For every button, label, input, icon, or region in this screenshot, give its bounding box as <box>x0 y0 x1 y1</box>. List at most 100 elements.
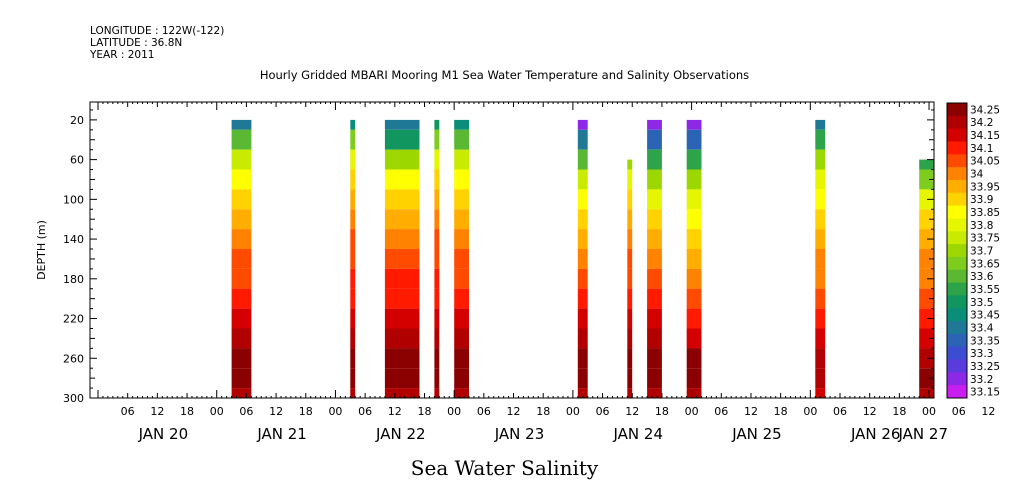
x-day-label: JAN 21 <box>256 425 307 443</box>
y-tick-label: 260 <box>63 352 84 365</box>
data-cell <box>454 119 469 130</box>
x-axis: 06 12 18 00 06 12 18 00 06 12 18 00 06 12 18 00 06 12 18 00… <box>97 102 995 443</box>
data-cell <box>577 209 588 230</box>
x-hour-label: 12 <box>625 405 639 418</box>
colorbar-swatch <box>947 115 967 130</box>
colorbar-swatch <box>947 359 967 373</box>
x-hour-label: 12 <box>507 405 521 418</box>
data-cell <box>647 149 662 170</box>
x-day-label: JAN 23 <box>494 425 545 443</box>
data-cell <box>815 249 826 269</box>
colorbar-label: 33.4 <box>970 323 994 335</box>
colorbar-label: 33.85 <box>970 207 1000 219</box>
colorbar-swatch <box>947 192 967 207</box>
x-hour-label: 18 <box>180 405 194 418</box>
x-hour-label: 06 <box>714 405 728 418</box>
x-hour-label: 12 <box>744 405 758 418</box>
data-cell <box>434 328 440 349</box>
data-cell <box>815 288 826 309</box>
data-cell <box>627 368 633 389</box>
colorbar: 34.2534.234.1534.134.053433.9533.933.853… <box>946 102 1000 399</box>
data-cell <box>454 169 469 190</box>
data-cell <box>627 268 633 289</box>
data-cell <box>434 368 440 389</box>
x-axis-title: Sea Water Salinity <box>410 456 599 480</box>
data-cell <box>815 169 826 190</box>
data-cell <box>231 249 252 269</box>
data-cell <box>686 119 702 130</box>
data-cell <box>577 189 588 210</box>
data-cell <box>454 288 469 309</box>
data-cell <box>686 368 702 389</box>
data-cell <box>454 209 469 230</box>
data-cell <box>577 388 588 398</box>
data-cell <box>384 209 420 230</box>
data-column-5 <box>454 119 469 398</box>
data-cell <box>577 149 588 170</box>
x-hour-label: 18 <box>892 405 906 418</box>
data-cell <box>434 149 440 170</box>
data-cell <box>350 348 356 369</box>
data-cell <box>815 149 826 170</box>
data-cell <box>454 368 469 389</box>
colorbar-swatch <box>947 256 967 271</box>
data-cell <box>231 388 252 398</box>
colorbar-label: 34 <box>970 169 984 181</box>
data-cell <box>919 189 934 210</box>
data-cell <box>384 189 420 210</box>
data-cell <box>919 288 934 309</box>
data-cell <box>686 328 702 349</box>
colorbar-swatch <box>947 231 967 245</box>
data-cell <box>686 308 702 329</box>
data-cell <box>686 288 702 309</box>
data-cell <box>384 249 420 269</box>
colorbar-label: 34.05 <box>970 156 1000 168</box>
data-cell <box>384 129 420 150</box>
y-axis: 20 60 100 140 180 220 260 300 DEPTH (m) <box>35 109 934 405</box>
colorbar-label: 33.45 <box>970 310 1000 322</box>
data-cell <box>350 149 356 170</box>
colorbar-swatch <box>947 269 967 283</box>
colorbar-label: 33.75 <box>970 233 1000 245</box>
colorbar-swatch <box>947 282 967 296</box>
data-column-1 <box>231 119 252 398</box>
data-cell <box>434 189 440 210</box>
data-cell <box>627 328 633 349</box>
data-cell <box>350 368 356 389</box>
data-cell <box>454 388 469 398</box>
data-cell <box>577 229 588 249</box>
data-cell <box>919 169 934 190</box>
data-cell <box>647 189 662 210</box>
data-cell <box>647 288 662 309</box>
colorbar-label: 33.15 <box>970 387 1000 399</box>
x-day-label: JAN 25 <box>731 425 782 443</box>
x-hour-label: 12 <box>863 405 877 418</box>
colorbar-label: 33.2 <box>970 374 993 386</box>
x-hour-label: 12 <box>388 405 402 418</box>
data-cell <box>647 249 662 269</box>
data-cell <box>454 149 469 170</box>
y-tick-label: 20 <box>70 114 84 127</box>
data-cell <box>686 129 702 150</box>
data-cell <box>627 348 633 369</box>
x-day-label: JAN 27 <box>898 425 949 443</box>
x-hour-label: 06 <box>952 405 966 418</box>
colorbar-swatch <box>947 167 967 181</box>
data-column-8 <box>647 119 662 398</box>
data-cell <box>231 119 252 130</box>
colorbar-swatch <box>947 128 967 142</box>
colorbar-swatch <box>947 103 967 117</box>
data-cell <box>627 169 633 190</box>
data-cell <box>919 229 934 249</box>
data-cell <box>647 129 662 150</box>
data-cell <box>815 229 826 249</box>
data-cell <box>686 229 702 249</box>
colorbar-label: 33.95 <box>970 181 1000 193</box>
data-cell <box>647 368 662 389</box>
data-cell <box>577 249 588 269</box>
colorbar-label: 34.25 <box>970 104 1000 116</box>
x-hour-label: 12 <box>981 405 995 418</box>
colorbar-swatch <box>947 308 967 322</box>
y-tick-label: 140 <box>63 233 84 246</box>
